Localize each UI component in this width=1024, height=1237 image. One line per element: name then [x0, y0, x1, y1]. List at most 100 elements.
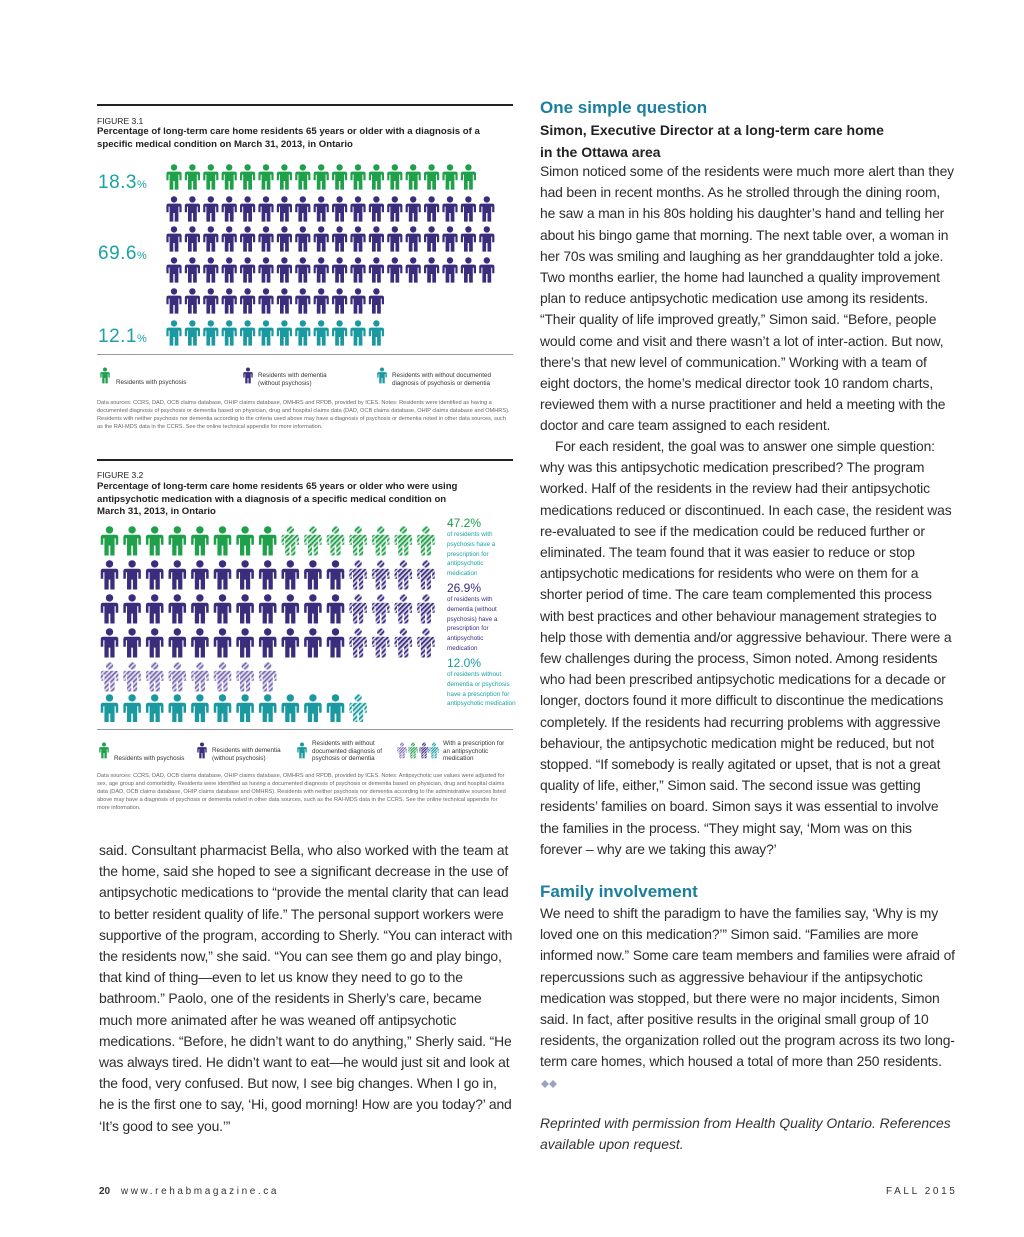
person-icon — [368, 196, 384, 222]
person-icon — [166, 288, 182, 314]
legend-label: Residents with dementia (without psychos… — [212, 747, 281, 762]
person-icon — [258, 526, 277, 556]
person-icon — [368, 288, 384, 314]
person-icon — [258, 288, 274, 314]
annotation-text: of residents with dementia (without psyc… — [447, 596, 498, 652]
section-heading: One simple question — [540, 98, 708, 117]
legend-label: With a prescription for an antipsychotic… — [443, 740, 505, 762]
person-icon — [240, 196, 256, 222]
person-icon — [123, 560, 141, 590]
person-icon — [191, 628, 209, 658]
figure-label: FIGURE 3.1 — [97, 116, 144, 126]
person-icon — [304, 594, 322, 624]
person-icon — [368, 164, 384, 190]
person-icon — [295, 196, 311, 222]
legend-label: Residents with psychosis — [114, 755, 185, 762]
annotation-text: of residents with psychosis have a presc… — [447, 531, 496, 578]
pictogram — [166, 164, 495, 346]
person-icon — [276, 257, 292, 283]
person-icon — [123, 662, 141, 692]
legend-icon — [197, 742, 207, 759]
legend-icon — [397, 742, 439, 759]
person-icon — [332, 196, 348, 222]
legend-label: Residents with dementia (without psychos… — [258, 372, 327, 387]
person-icon — [405, 164, 421, 190]
legend-icon — [100, 367, 110, 384]
person-icon — [123, 594, 141, 624]
person-icon — [387, 164, 403, 190]
person-icon — [240, 164, 256, 190]
person-icon — [168, 662, 187, 692]
person-icon — [349, 560, 367, 590]
person-icon — [417, 594, 435, 624]
person-icon — [417, 560, 435, 590]
person-icon — [313, 320, 329, 346]
person-icon — [145, 628, 164, 658]
legend-icon — [99, 742, 109, 759]
source-note: Data sources: CCRS, DAD, OCB claims data… — [97, 400, 510, 430]
source-note: Data sources: CCRS, DAD, OCB claims data… — [97, 773, 506, 811]
person-icon — [371, 628, 390, 658]
stat-unit: % — [136, 250, 148, 262]
person-icon — [100, 628, 119, 658]
person-icon — [295, 320, 311, 346]
stat-unit: % — [136, 333, 148, 345]
person-icon — [387, 257, 403, 283]
person-icon — [191, 662, 209, 692]
stat: 69.6% — [98, 243, 147, 265]
figure-title: Percentage of long-term care home reside… — [97, 126, 480, 150]
person-icon — [281, 526, 300, 556]
person-icon — [240, 226, 256, 252]
person-icon — [405, 257, 421, 283]
person-icon — [326, 628, 345, 658]
person-icon — [460, 257, 476, 283]
person-icon — [281, 560, 300, 590]
person-icon — [371, 594, 390, 624]
person-icon — [295, 164, 311, 190]
person-icon — [240, 257, 256, 283]
annotation: 26.9% of residents with dementia (withou… — [447, 581, 515, 654]
person-icon — [184, 226, 200, 252]
person-icon — [295, 257, 311, 283]
person-icon — [213, 594, 232, 624]
person-icon — [221, 320, 237, 346]
person-icon — [236, 560, 254, 590]
person-icon — [281, 628, 300, 658]
person-icon — [184, 320, 200, 346]
person-icon — [203, 196, 219, 222]
person-icon — [100, 560, 119, 590]
person-icon — [166, 164, 182, 190]
person-icon — [371, 560, 390, 590]
body-text: said. Consultant pharmacist Bella, who a… — [99, 842, 513, 1134]
person-icon — [258, 196, 274, 222]
person-icon — [313, 196, 329, 222]
person-icon — [191, 526, 209, 556]
person-icon — [123, 694, 141, 722]
person-icon — [236, 628, 254, 658]
person-icon — [460, 226, 476, 252]
person-icon — [221, 164, 237, 190]
person-icon — [203, 164, 219, 190]
person-icon — [236, 662, 254, 692]
person-icon — [258, 560, 277, 590]
person-icon — [145, 662, 164, 692]
person-icon — [417, 526, 435, 556]
subheading: Simon, Executive Director at a long-term… — [540, 122, 884, 160]
person-icon — [166, 226, 182, 252]
rule — [97, 459, 513, 461]
person-icon — [168, 694, 187, 722]
person-icon — [166, 257, 182, 283]
person-icon — [123, 628, 141, 658]
section-heading: Family involvement — [540, 882, 698, 901]
person-icon — [405, 196, 421, 222]
legend-label: Residents with psychosis — [116, 379, 187, 386]
annotation-text: of residents without dementia or psychos… — [447, 671, 516, 708]
person-icon — [276, 226, 292, 252]
person-icon — [258, 164, 274, 190]
end-mark — [541, 1079, 557, 1088]
person-icon — [184, 257, 200, 283]
legend-icon — [377, 367, 387, 384]
person-icon — [387, 226, 403, 252]
person-icon — [276, 196, 292, 222]
